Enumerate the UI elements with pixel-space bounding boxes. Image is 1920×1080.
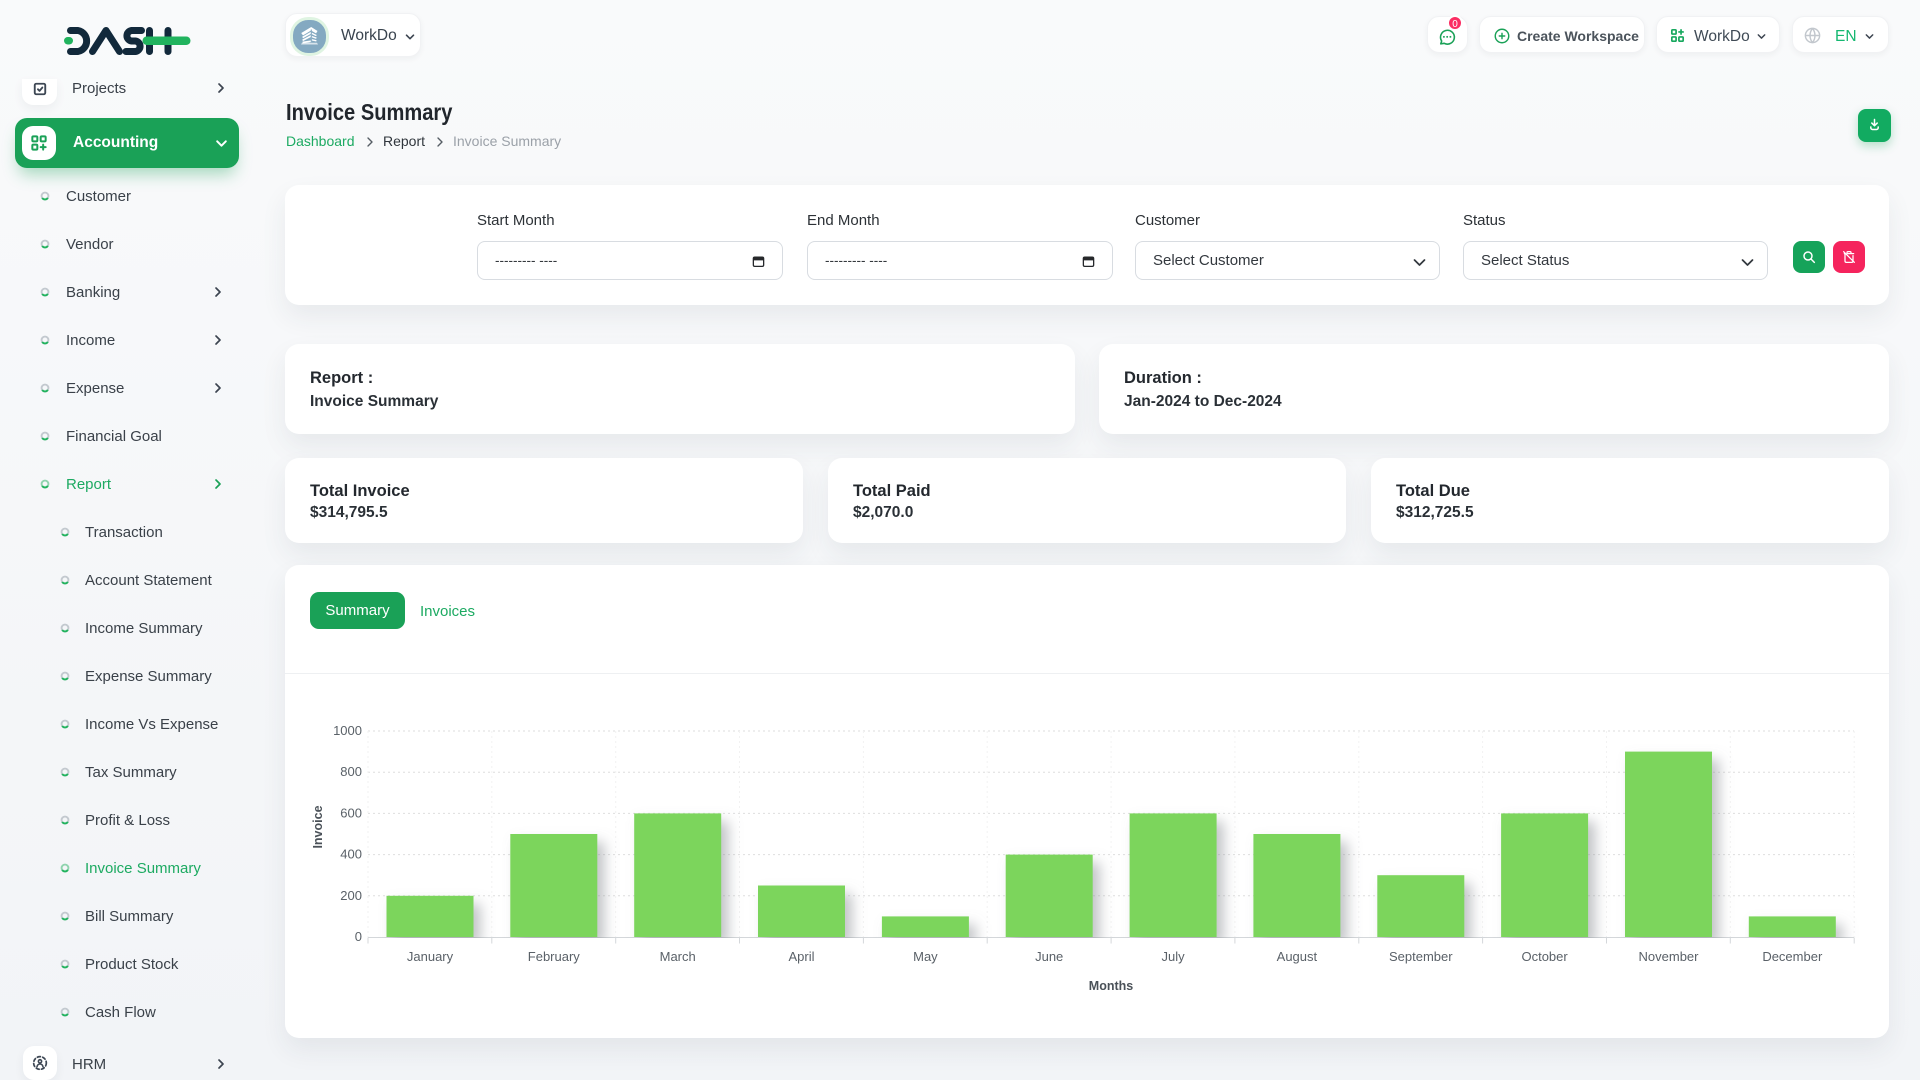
- svg-text:Invoice: Invoice: [311, 805, 325, 848]
- svg-text:March: March: [660, 949, 696, 964]
- svg-text:1000: 1000: [333, 723, 362, 738]
- svg-text:April: April: [788, 949, 814, 964]
- svg-text:400: 400: [340, 847, 362, 862]
- svg-text:600: 600: [340, 805, 362, 820]
- svg-text:October: October: [1521, 949, 1568, 964]
- svg-text:February: February: [528, 949, 581, 964]
- svg-text:August: August: [1277, 949, 1318, 964]
- svg-text:June: June: [1035, 949, 1063, 964]
- svg-text:800: 800: [340, 764, 362, 779]
- svg-text:May: May: [913, 949, 938, 964]
- svg-text:January: January: [407, 949, 454, 964]
- svg-text:200: 200: [340, 888, 362, 903]
- svg-text:December: December: [1762, 949, 1823, 964]
- svg-text:November: November: [1639, 949, 1700, 964]
- svg-text:July: July: [1162, 949, 1186, 964]
- svg-text:0: 0: [355, 929, 362, 944]
- svg-text:September: September: [1389, 949, 1453, 964]
- svg-text:Months: Months: [1089, 979, 1133, 993]
